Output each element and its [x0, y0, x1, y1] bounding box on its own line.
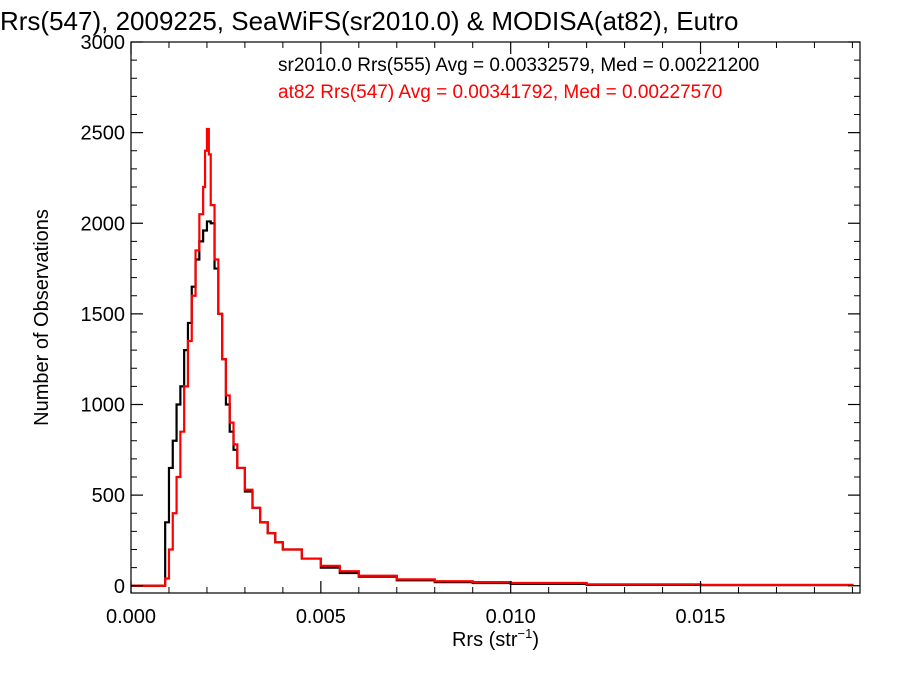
- y-axis-label: Number of Observations: [31, 209, 53, 426]
- y-tick-label: 0: [114, 576, 125, 598]
- series-layer: [131, 127, 854, 587]
- y-tick-label: 3000: [81, 32, 126, 54]
- x-tick-label: 0.010: [486, 606, 536, 628]
- x-axis-label-sup: −1: [518, 626, 533, 641]
- x-axis-label-close: ): [532, 629, 539, 651]
- x-axis-label: Rrs (str−1): [452, 626, 539, 651]
- y-tick-label: 2500: [81, 123, 126, 145]
- y-tick-label: 2000: [81, 213, 126, 235]
- tick-labels: 0.000 0.005 0.010 0.015 0 500 1000 1500 2000 2500…: [81, 32, 726, 628]
- chart-title: Rrs(547), 2009225, SeaWiFS(sr2010.0) & M…: [0, 6, 738, 36]
- x-axis-label-main: Rrs (str: [452, 629, 518, 651]
- x-tick-label: 0.015: [676, 606, 726, 628]
- x-tick-label: 0.000: [106, 606, 156, 628]
- y-tick-label: 1000: [81, 395, 126, 417]
- x-tick-label: 0.005: [296, 606, 346, 628]
- plot-frame: [130, 41, 861, 594]
- y-tick-label: 500: [92, 485, 125, 507]
- series-line-0: [131, 220, 854, 587]
- series-line-1: [131, 127, 854, 587]
- legend-entry: sr2010.0 Rrs(555) Avg = 0.00332579, Med …: [278, 55, 759, 76]
- legend: sr2010.0 Rrs(555) Avg = 0.00332579, Med …: [278, 55, 759, 103]
- legend-entry: at82 Rrs(547) Avg = 0.00341792, Med = 0.…: [278, 82, 722, 103]
- ticks-layer: [130, 41, 860, 593]
- y-tick-label: 1500: [81, 304, 126, 326]
